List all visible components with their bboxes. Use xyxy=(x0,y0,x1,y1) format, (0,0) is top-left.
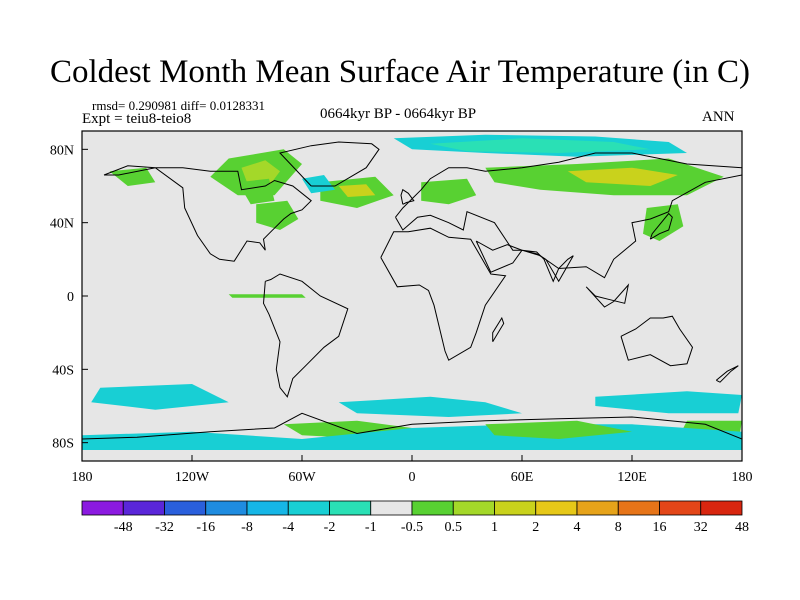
colorbar-label: 32 xyxy=(694,520,708,535)
colorbar-label: -8 xyxy=(241,520,253,535)
y-axis: 80N 40N 0 40S 80S xyxy=(50,143,88,452)
x-axis: 180 120W 60W 0 60E 120E 180 xyxy=(72,455,753,485)
coastline-antarctica xyxy=(82,412,742,440)
colorbar-box xyxy=(329,500,372,516)
colorbar-label: -1 xyxy=(365,520,377,535)
anomaly-europe xyxy=(421,178,477,205)
y-tick-label: 40N xyxy=(50,217,74,232)
coastline-south-america xyxy=(262,273,349,398)
anomaly-southern-ocean-pacific xyxy=(91,384,229,410)
anomaly-east-antarctica xyxy=(485,420,632,439)
coastline-greenland xyxy=(279,141,380,187)
anomaly-north-atlantic-core xyxy=(338,184,376,197)
colorbar-label: 8 xyxy=(615,520,622,535)
x-tick-label: 60E xyxy=(511,470,534,485)
colorbar-box xyxy=(494,500,537,516)
anomaly-eastern-us xyxy=(256,200,299,230)
colorbar-box xyxy=(576,500,619,516)
colorbar-label: -2 xyxy=(324,520,336,535)
x-tick-label: 180 xyxy=(732,470,753,485)
colorbar-label: 16 xyxy=(653,520,667,535)
x-tick-label: 120W xyxy=(175,470,210,485)
coastline-japan-isl xyxy=(649,212,673,240)
colorbar-label: -4 xyxy=(282,520,294,535)
season-text: ANN xyxy=(702,109,735,125)
coastline-africa xyxy=(380,227,507,361)
y-tick-label: 80N xyxy=(50,143,74,158)
colorbar-label: 4 xyxy=(574,520,581,535)
y-tick-label: 0 xyxy=(67,290,74,305)
colorbar-label: -16 xyxy=(196,520,215,535)
x-tick-label: 0 xyxy=(409,470,416,485)
coastline-uk xyxy=(400,188,415,205)
anomaly-fills xyxy=(82,134,742,450)
colorbar-box xyxy=(287,500,330,516)
colorbar-label: -0.5 xyxy=(401,520,423,535)
colorbar-box xyxy=(452,500,495,516)
coastlines xyxy=(82,141,742,440)
period-text: 0664kyr BP - 0664kyr BP xyxy=(320,106,477,122)
colorbar-box xyxy=(411,500,454,516)
map-title: Coldest Month Mean Surface Air Temperatu… xyxy=(50,54,750,90)
colorbar-box xyxy=(164,500,207,516)
anomaly-tropical-atlantic xyxy=(228,294,306,298)
colorbar-box xyxy=(535,500,578,516)
colorbar-label: 0.5 xyxy=(445,520,463,535)
anomaly-labrador xyxy=(302,175,335,194)
coastline-australia xyxy=(620,315,694,367)
coastline-borneo-sumatra xyxy=(585,283,630,308)
colorbar-box xyxy=(659,500,702,516)
y-tick-label: 80S xyxy=(52,437,74,452)
anomaly-canada-arctic-core xyxy=(241,160,280,186)
colorbar-label: 48 xyxy=(735,520,749,535)
anomaly-hudson-bay xyxy=(237,178,275,205)
colorbar-box xyxy=(246,500,289,516)
coastline-india-arabia xyxy=(475,240,574,283)
coastline-new-zealand xyxy=(715,365,739,383)
colorbar-box xyxy=(81,500,124,516)
anomaly-southern-ocean-atlantic xyxy=(338,396,522,417)
anomaly-japan xyxy=(643,204,684,241)
colorbar-label: 1 xyxy=(491,520,498,535)
colorbar-box xyxy=(617,500,660,516)
x-tick-label: 60W xyxy=(288,470,316,485)
y-tick-label: 40S xyxy=(52,363,74,378)
colorbar-box xyxy=(700,500,743,516)
colorbar-label: -32 xyxy=(155,520,174,535)
colorbar-box xyxy=(370,500,413,516)
experiment-text: Expt = teiu8-teio8 xyxy=(82,111,192,127)
x-tick-label: 180 xyxy=(72,470,93,485)
x-tick-label: 120E xyxy=(617,470,647,485)
anomaly-alaska xyxy=(109,167,156,186)
colorbar-box xyxy=(122,500,165,516)
colorbar-label: -48 xyxy=(114,520,133,535)
anomaly-arctic-ocean-inner xyxy=(430,138,651,153)
colorbar-label: 2 xyxy=(532,520,539,535)
coastline-eurasia xyxy=(395,152,742,279)
anomaly-southern-ocean-indian xyxy=(595,391,742,414)
colorbar: -48 -32 -16 -8 -4 -2 -1 -0.5 0.5 1 2 4 8 16 32 48 xyxy=(81,500,749,535)
stats-text: rmsd= 0.290981 diff= 0.0128331 xyxy=(92,98,265,113)
coastline-north-america xyxy=(103,165,312,262)
colorbar-box xyxy=(205,500,248,516)
coastline-madagascar xyxy=(492,316,505,343)
anomaly-siberia-core xyxy=(567,167,678,186)
